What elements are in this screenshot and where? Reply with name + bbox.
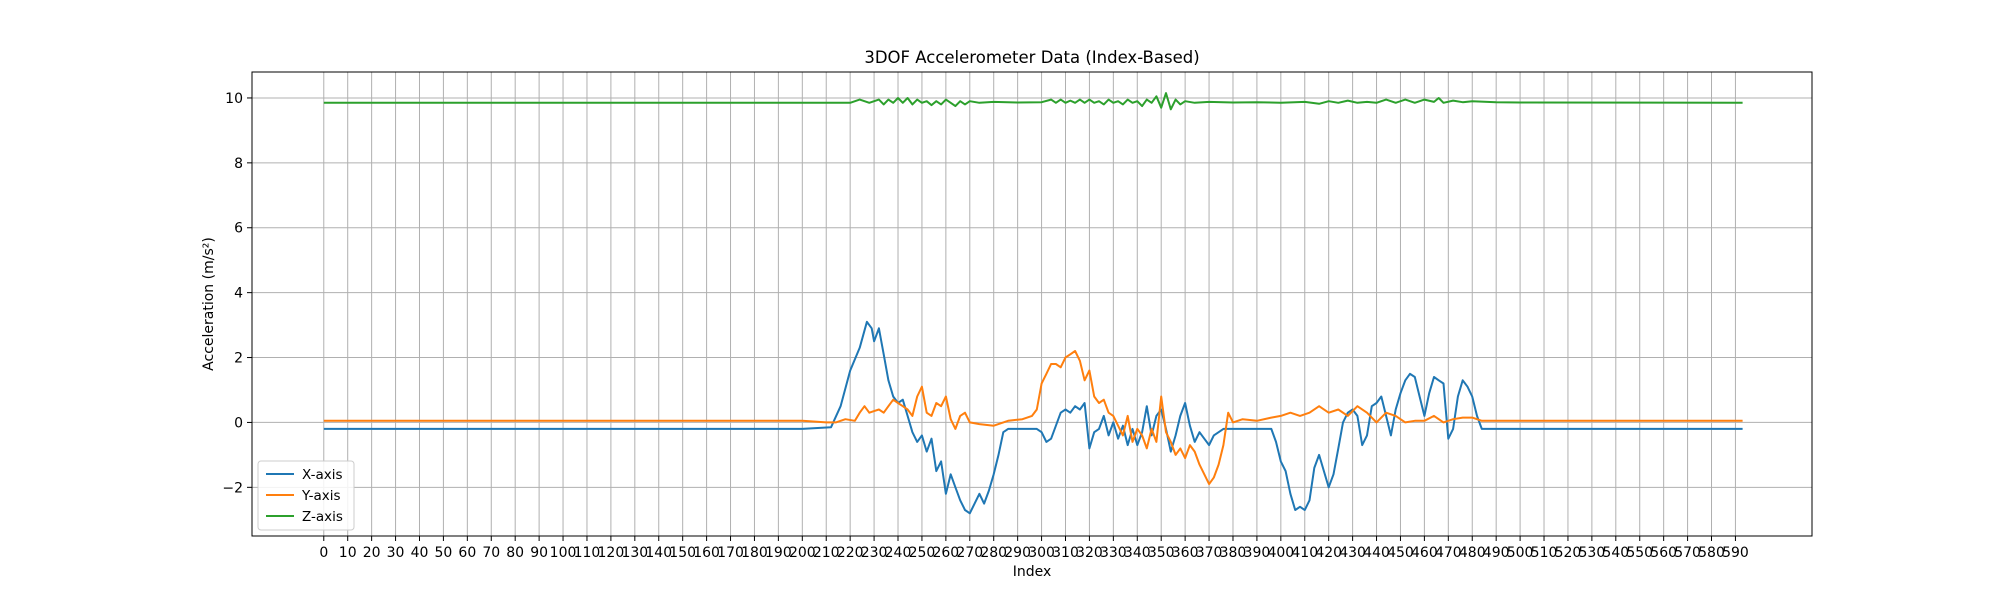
- x-tick-label: 550: [1626, 545, 1653, 561]
- x-tick-label: 590: [1722, 545, 1749, 561]
- grid: [252, 72, 1812, 536]
- legend-box: [257, 460, 355, 531]
- legend-label: X-axis: [302, 467, 343, 483]
- y-tick-label: 6: [234, 221, 243, 237]
- x-tick-label: 190: [765, 545, 792, 561]
- x-tick-label: 60: [458, 545, 476, 561]
- x-tick-label: 420: [1315, 545, 1342, 561]
- y-tick-label: 2: [234, 351, 243, 367]
- legend-label: Y-axis: [301, 488, 341, 504]
- x-tick-label: 120: [598, 545, 625, 561]
- axis-ticks: 0 10 20 30 40 50 60 70 80 90 100110120130140150160…: [222, 91, 1748, 561]
- x-tick-label: 460: [1411, 545, 1438, 561]
- x-axis-label: Index: [1013, 564, 1052, 580]
- x-tick-label: 40: [411, 545, 429, 561]
- x-tick-label: 170: [717, 545, 744, 561]
- x-tick-label: 380: [1220, 545, 1247, 561]
- chart-title: 3DOF Accelerometer Data (Index-Based): [864, 48, 1199, 67]
- series-lines: [323, 92, 1743, 515]
- y-tick-label: 10: [225, 91, 243, 107]
- series-line-x-axis: [323, 320, 1743, 515]
- x-tick-label: 350: [1148, 545, 1175, 561]
- x-tick-label: 520: [1555, 545, 1582, 561]
- x-tick-label: 320: [1076, 545, 1103, 561]
- x-tick-label: 360: [1172, 545, 1199, 561]
- x-tick-label: 250: [909, 545, 936, 561]
- x-tick-label: 540: [1602, 545, 1629, 561]
- x-tick-label: 310: [1052, 545, 1079, 561]
- x-tick-label: 330: [1100, 545, 1127, 561]
- x-tick-label: 570: [1674, 545, 1701, 561]
- x-tick-label: 150: [669, 545, 696, 561]
- x-tick-label: 290: [1004, 545, 1031, 561]
- x-tick-label: 390: [1244, 545, 1271, 561]
- x-tick-label: 580: [1698, 545, 1725, 561]
- plot-frame: [251, 71, 1813, 537]
- x-tick-label: 90: [530, 545, 548, 561]
- x-tick-label: 30: [387, 545, 405, 561]
- x-tick-label: 80: [506, 545, 524, 561]
- x-tick-label: 500: [1507, 545, 1534, 561]
- x-tick-label: 160: [693, 545, 720, 561]
- y-tick-label: 0: [234, 415, 243, 431]
- x-tick-label: 180: [741, 545, 768, 561]
- x-tick-label: 130: [621, 545, 648, 561]
- x-tick-label: 280: [980, 545, 1007, 561]
- x-tick-label: 490: [1483, 545, 1510, 561]
- x-tick-label: 200: [789, 545, 816, 561]
- x-tick-label: 300: [1028, 545, 1055, 561]
- legend: X-axis Y-axis Z-axis: [257, 460, 355, 531]
- x-tick-label: 470: [1435, 545, 1462, 561]
- x-tick-label: 340: [1124, 545, 1151, 561]
- x-tick-label: 440: [1363, 545, 1390, 561]
- y-tick-label: −2: [222, 480, 243, 496]
- x-tick-label: 140: [645, 545, 672, 561]
- y-tick-label: 8: [234, 156, 243, 172]
- x-tick-label: 530: [1579, 545, 1606, 561]
- x-tick-label: 260: [932, 545, 959, 561]
- y-tick-label: 4: [234, 286, 243, 302]
- x-tick-label: 450: [1387, 545, 1414, 561]
- x-tick-label: 50: [434, 545, 452, 561]
- x-tick-label: 560: [1650, 545, 1677, 561]
- x-tick-label: 480: [1459, 545, 1486, 561]
- x-tick-label: 220: [837, 545, 864, 561]
- x-tick-label: 20: [363, 545, 381, 561]
- x-tick-label: 240: [885, 545, 912, 561]
- x-tick-label: 70: [482, 545, 500, 561]
- x-tick-label: 100: [550, 545, 577, 561]
- series-line-y-axis: [323, 350, 1743, 486]
- x-tick-label: 10: [339, 545, 357, 561]
- x-tick-label: 210: [813, 545, 840, 561]
- x-tick-label: 430: [1339, 545, 1366, 561]
- x-tick-label: 510: [1531, 545, 1558, 561]
- x-tick-label: 270: [956, 545, 983, 561]
- x-tick-label: 230: [861, 545, 888, 561]
- y-axis-label: Acceleration (m/s²): [201, 237, 217, 371]
- legend-label: Z-axis: [302, 509, 343, 525]
- x-tick-label: 410: [1291, 545, 1318, 561]
- x-tick-label: 0: [319, 545, 328, 561]
- x-tick-label: 400: [1267, 545, 1294, 561]
- x-tick-label: 370: [1196, 545, 1223, 561]
- series-line-z-axis: [323, 92, 1743, 111]
- x-tick-label: 110: [574, 545, 601, 561]
